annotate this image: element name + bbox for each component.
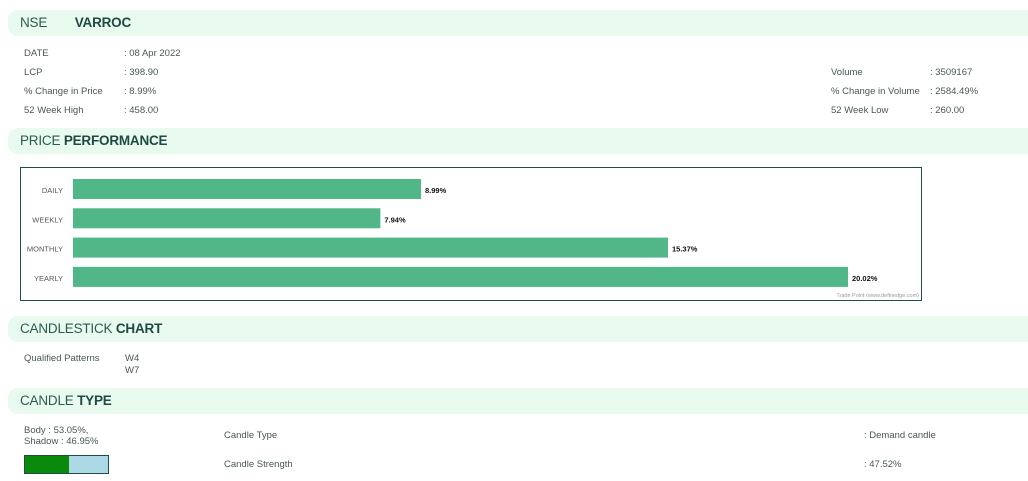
- chart-svg: DAILY 8.99% WEEKLY 7.94% MONTHLY 15.37% YEARLY…: [27, 179, 878, 287]
- volume-change-value: : 2584.49%: [930, 86, 979, 97]
- candle-strength-label: Candle Strength: [224, 459, 293, 470]
- chart-credit: Trade Point (www.definedge.com): [836, 293, 919, 299]
- volume-value: : 3509167: [930, 67, 973, 78]
- shadow-percent: Shadow : 46.95%: [24, 436, 99, 447]
- pattern-item: W4: [125, 353, 140, 364]
- candlestick-heading: CANDLESTICK CHART: [20, 321, 163, 336]
- candle-type-value: : Demand candle: [864, 430, 936, 441]
- category-label: YEARLY: [34, 274, 63, 283]
- lcp-label: LCP: [24, 67, 43, 78]
- qualified-patterns-label: Qualified Patterns: [24, 353, 100, 364]
- bar: [73, 208, 381, 229]
- price-performance-heading: PRICE PERFORMANCE: [20, 133, 168, 148]
- candle-type-heading: CANDLE TYPE: [20, 393, 112, 408]
- candle-type-label: Candle Type: [224, 430, 278, 441]
- week52-low-value: : 260.00: [930, 105, 965, 116]
- candle-strength-value: : 47.52%: [864, 459, 902, 470]
- lcp-value: : 398.90: [124, 67, 159, 78]
- body-percent: Body : 53.05%,: [24, 425, 89, 436]
- bar: [73, 237, 668, 258]
- price-performance-chart: DAILY 8.99% WEEKLY 7.94% MONTHLY 15.37% YEARLY…: [20, 167, 922, 301]
- category-label: MONTHLY: [27, 245, 63, 254]
- bar: [73, 266, 848, 287]
- category-label: DAILY: [42, 186, 63, 195]
- header-band: NSE VARROC: [8, 10, 1028, 36]
- header-title: NSE VARROC: [20, 15, 131, 30]
- category-label: WEEKLY: [32, 215, 63, 224]
- pattern-item: W7: [125, 365, 140, 376]
- candle-type-band: CANDLE TYPE: [8, 388, 1028, 414]
- value-label: 7.94%: [384, 215, 406, 224]
- week52-low-label: 52 Week Low: [831, 105, 889, 116]
- week52-high-label: 52 Week High: [24, 105, 84, 116]
- exchange-label: NSE: [20, 15, 48, 30]
- body-fill: [25, 456, 70, 473]
- price-performance-band: PRICE PERFORMANCE: [8, 128, 1028, 154]
- date-label: DATE: [24, 48, 49, 59]
- price-change-value: : 8.99%: [124, 86, 157, 97]
- symbol-label: VARROC: [74, 15, 132, 30]
- price-change-label: % Change in Price: [24, 86, 103, 97]
- volume-label: Volume: [831, 67, 863, 78]
- bar: [73, 179, 422, 199]
- volume-change-label: % Change in Volume: [831, 86, 920, 97]
- body-shadow-bar: [24, 455, 109, 474]
- candlestick-band: CANDLESTICK CHART: [8, 316, 1028, 342]
- date-value: : 08 Apr 2022: [124, 48, 181, 59]
- value-label: 8.99%: [425, 186, 447, 195]
- value-label: 15.37%: [672, 245, 698, 254]
- week52-high-value: : 458.00: [124, 105, 159, 116]
- value-label: 20.02%: [852, 274, 878, 283]
